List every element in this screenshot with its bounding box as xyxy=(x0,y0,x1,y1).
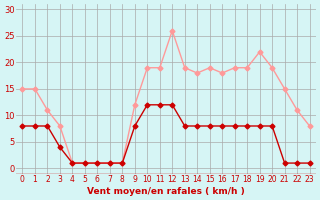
X-axis label: Vent moyen/en rafales ( km/h ): Vent moyen/en rafales ( km/h ) xyxy=(87,187,245,196)
